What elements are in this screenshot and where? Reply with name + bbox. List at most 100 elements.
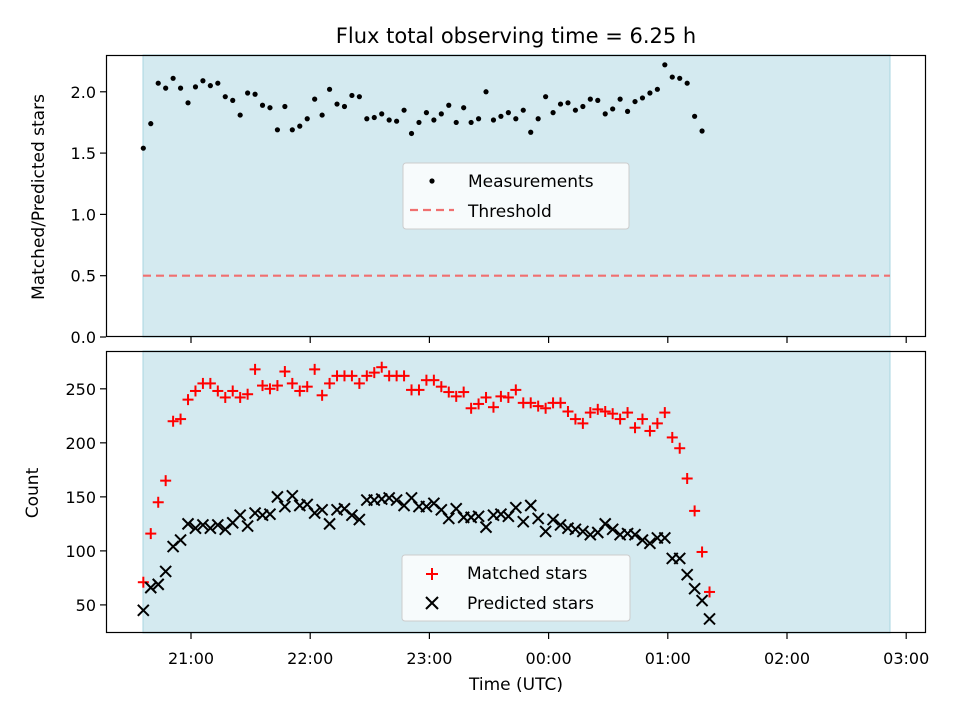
legend-predicted-label: Predicted stars	[467, 594, 594, 614]
matched-star-point	[271, 380, 283, 392]
predicted-star-point	[658, 531, 672, 545]
bottom-y-axis: 50 100 150 200 250	[65, 380, 106, 615]
measurement-point	[699, 128, 705, 134]
matched-star-point	[324, 377, 336, 389]
matched-star-point	[398, 370, 410, 382]
measurement-point	[148, 121, 154, 127]
measurement-point	[632, 98, 638, 105]
predicted-star-point	[390, 493, 403, 507]
matched-star-point	[584, 407, 596, 419]
predicted-star-point	[531, 512, 545, 525]
measurement-point	[692, 113, 698, 119]
matched-star-point	[167, 415, 179, 427]
measurement-point	[222, 94, 228, 100]
matched-star-point	[189, 385, 201, 397]
measurement-point	[528, 129, 534, 135]
top-panel: 0.00.51.01.52.0 Matched/Predicted stars …	[29, 54, 927, 347]
measurement-point	[230, 97, 236, 103]
matched-star-point	[480, 391, 492, 403]
matched-star-point	[487, 401, 499, 413]
measurement-point	[505, 110, 511, 116]
measurement-point	[259, 102, 266, 108]
measurement-point	[170, 75, 176, 81]
predicted-star-point	[271, 490, 284, 504]
matched-star-point	[629, 422, 641, 434]
x-tick-label: 02:00	[764, 649, 810, 668]
predicted-star-point	[524, 499, 537, 512]
matched-star-point	[249, 363, 261, 375]
top-x-tick-marks	[190, 337, 907, 343]
matched-star-point	[204, 377, 216, 389]
measurement-point	[289, 127, 295, 133]
x-tick-label: 03:00	[883, 649, 929, 668]
chart-title: Flux total observing time = 6.25 h	[336, 24, 696, 48]
measurement-point	[267, 105, 273, 111]
matched-star-point	[689, 505, 701, 517]
measurement-point	[177, 85, 184, 91]
top-legend: Measurements Threshold	[402, 162, 630, 230]
matched-star-point	[279, 366, 291, 378]
count-points	[137, 361, 716, 626]
matched-star-point	[465, 402, 477, 414]
predicted-star-point	[576, 525, 590, 538]
top-y-axis-label: Matched/Predicted stars	[29, 94, 49, 300]
measurement-point	[297, 123, 303, 129]
matched-star-point	[502, 391, 514, 403]
measurement-point	[431, 117, 437, 123]
measurement-point	[572, 107, 579, 113]
measurement-point	[446, 102, 452, 108]
matched-star-point	[532, 400, 544, 412]
predicted-star-point	[278, 500, 292, 513]
predicted-star-point	[599, 517, 612, 531]
predicted-star-point	[703, 612, 716, 626]
predicted-star-point	[248, 506, 262, 520]
matched-star-point	[264, 383, 276, 395]
measurement-point	[677, 75, 683, 81]
matched-star-point	[145, 528, 157, 540]
predicted-star-point	[137, 604, 150, 617]
measurement-point	[416, 119, 422, 126]
measurement-point	[215, 80, 221, 86]
measurement-point	[438, 111, 444, 117]
matched-star-point	[681, 472, 693, 484]
measurement-point	[282, 103, 288, 110]
measurement-point	[624, 108, 631, 114]
predicted-star-point	[472, 510, 485, 523]
bottom-panel: 50 100 150 200 250 21:00 22:00 23:00 00:00 01:00…	[23, 350, 929, 695]
matched-star-point	[607, 408, 619, 420]
measurement-point	[394, 118, 400, 124]
predicted-star-point	[442, 512, 455, 525]
matched-star-point	[219, 391, 231, 403]
predicted-star-point	[584, 528, 597, 541]
predicted-star-point	[144, 581, 157, 594]
matched-star-point	[435, 381, 447, 393]
matched-star-point	[473, 398, 485, 410]
predicted-star-point	[353, 513, 366, 526]
matched-star-point	[137, 576, 149, 588]
measurement-point	[639, 95, 646, 101]
measurement-point	[192, 84, 199, 90]
predicted-star-point	[539, 525, 552, 538]
matched-star-point	[577, 417, 589, 429]
matched-star-point	[346, 370, 358, 382]
measurement-point	[371, 114, 377, 121]
predicted-star-point	[315, 503, 329, 517]
measurement-point	[326, 86, 333, 92]
matched-star-point	[368, 367, 380, 379]
measurement-point	[319, 112, 325, 118]
matched-star-point	[599, 406, 611, 418]
matched-star-point	[286, 377, 298, 389]
predicted-star-point	[688, 582, 701, 595]
measurement-point	[475, 116, 482, 122]
predicted-star-point	[382, 491, 396, 505]
measurement-point	[557, 101, 564, 107]
measurement-point	[140, 145, 146, 151]
matched-star-point	[622, 407, 634, 419]
measurement-point	[207, 83, 213, 89]
measurement-points	[140, 62, 705, 151]
predicted-star-point	[345, 509, 359, 522]
matched-star-point	[592, 403, 604, 415]
matched-star-point	[555, 397, 567, 409]
measurement-point	[565, 100, 571, 106]
matched-star-point	[674, 442, 686, 454]
